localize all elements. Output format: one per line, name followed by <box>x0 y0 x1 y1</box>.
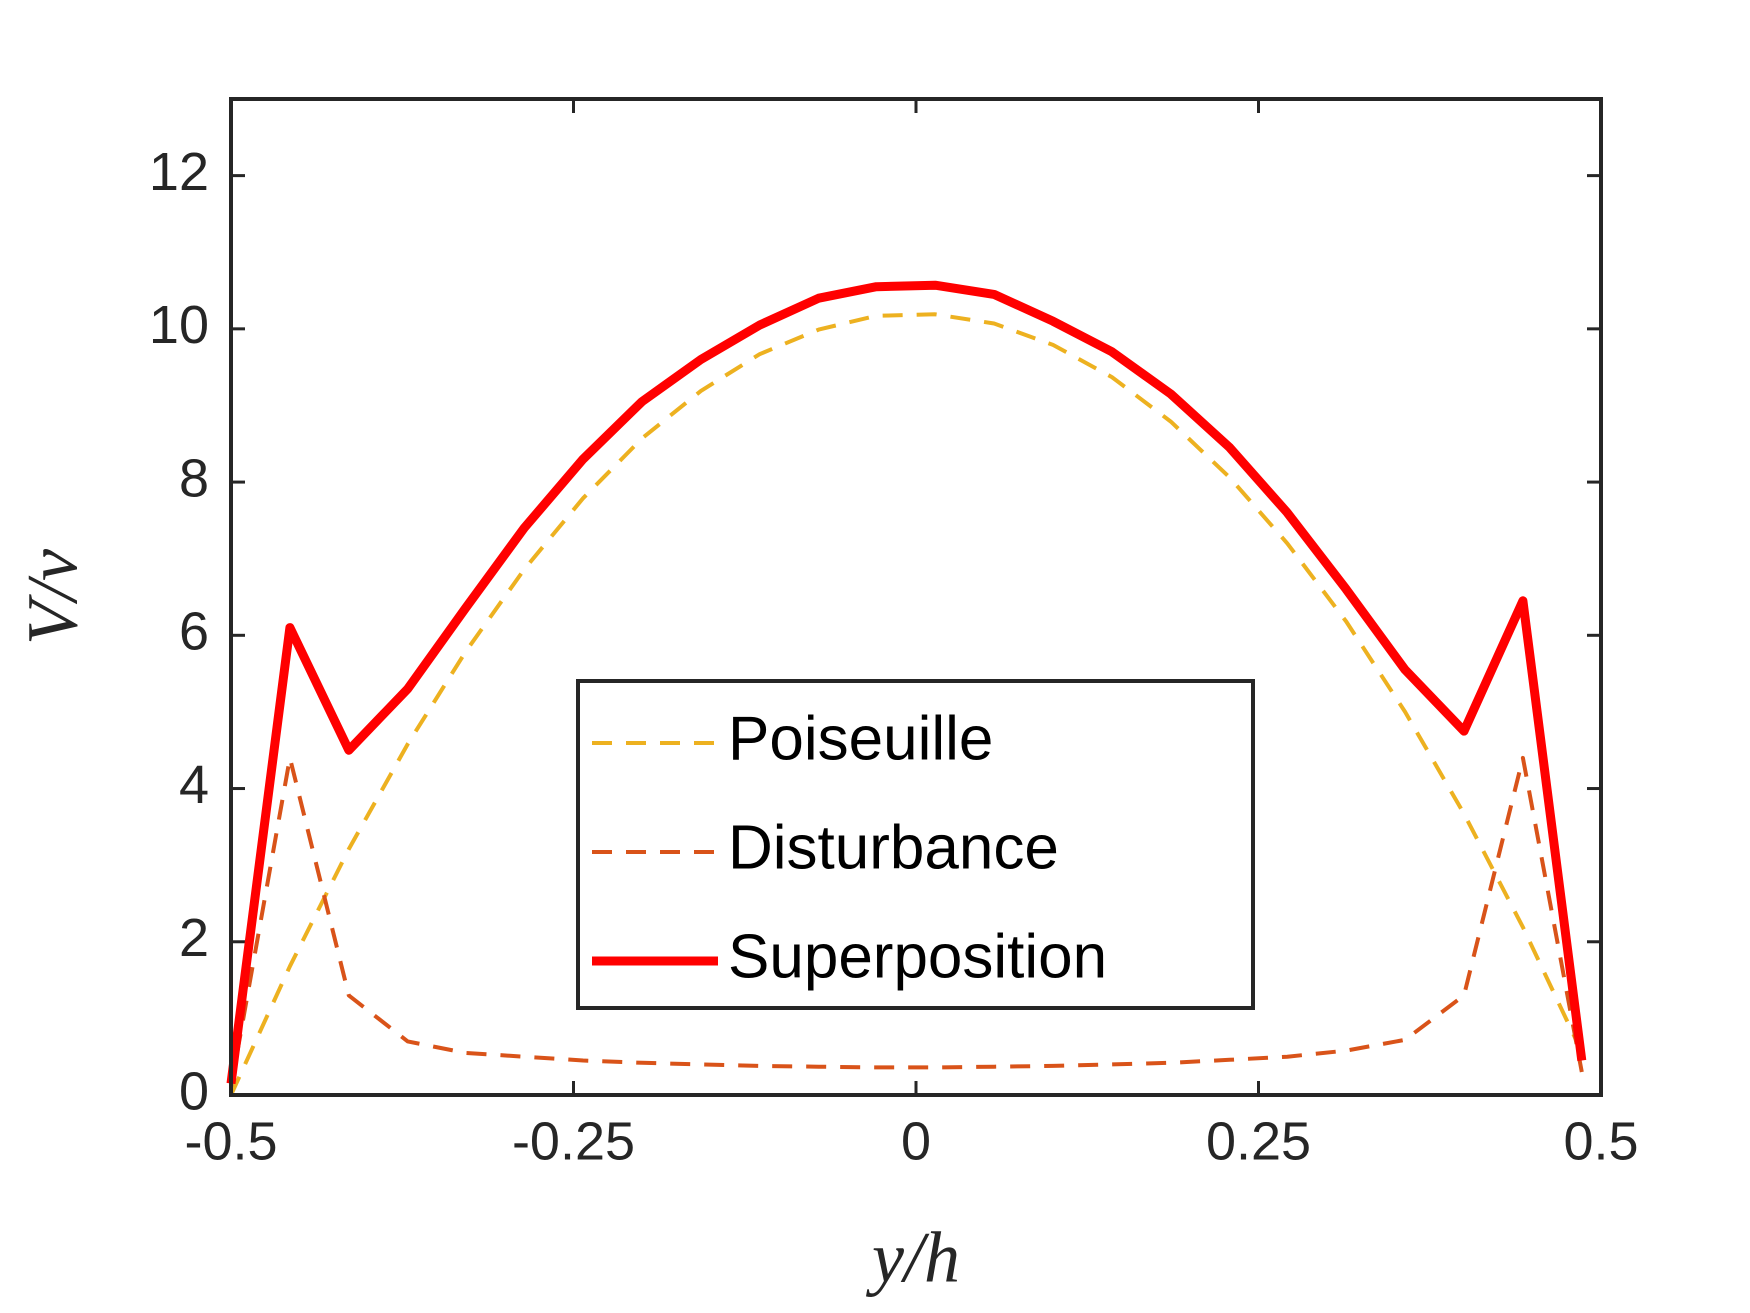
y-tick-label: 4 <box>179 755 209 815</box>
x-axis-label: y/h <box>865 1218 960 1298</box>
series-line <box>229 312 1584 1096</box>
legend-label: Disturbance <box>728 813 1059 882</box>
legend-box <box>576 679 1255 1010</box>
y-axis-label: V/v <box>13 549 93 645</box>
legend-label: Superposition <box>728 922 1107 991</box>
x-tick-label: 0.5 <box>1563 1111 1638 1171</box>
y-tick-label: 0 <box>179 1061 209 1121</box>
x-tick-label: 0 <box>901 1111 931 1171</box>
y-tick-label: 6 <box>179 602 209 662</box>
x-tick-label: -0.5 <box>184 1111 277 1171</box>
y-tick-label: 8 <box>179 448 209 508</box>
y-tick-label: 12 <box>149 142 209 202</box>
series-line <box>226 280 1587 1085</box>
legend-label: Poiseuille <box>728 704 993 773</box>
series-line <box>229 755 1584 1088</box>
y-tick-label: 2 <box>179 908 209 968</box>
axes-box <box>229 97 1603 1097</box>
y-tick-label: 10 <box>149 295 209 355</box>
x-tick-label: 0.25 <box>1206 1111 1311 1171</box>
x-tick-label: -0.25 <box>512 1111 635 1171</box>
